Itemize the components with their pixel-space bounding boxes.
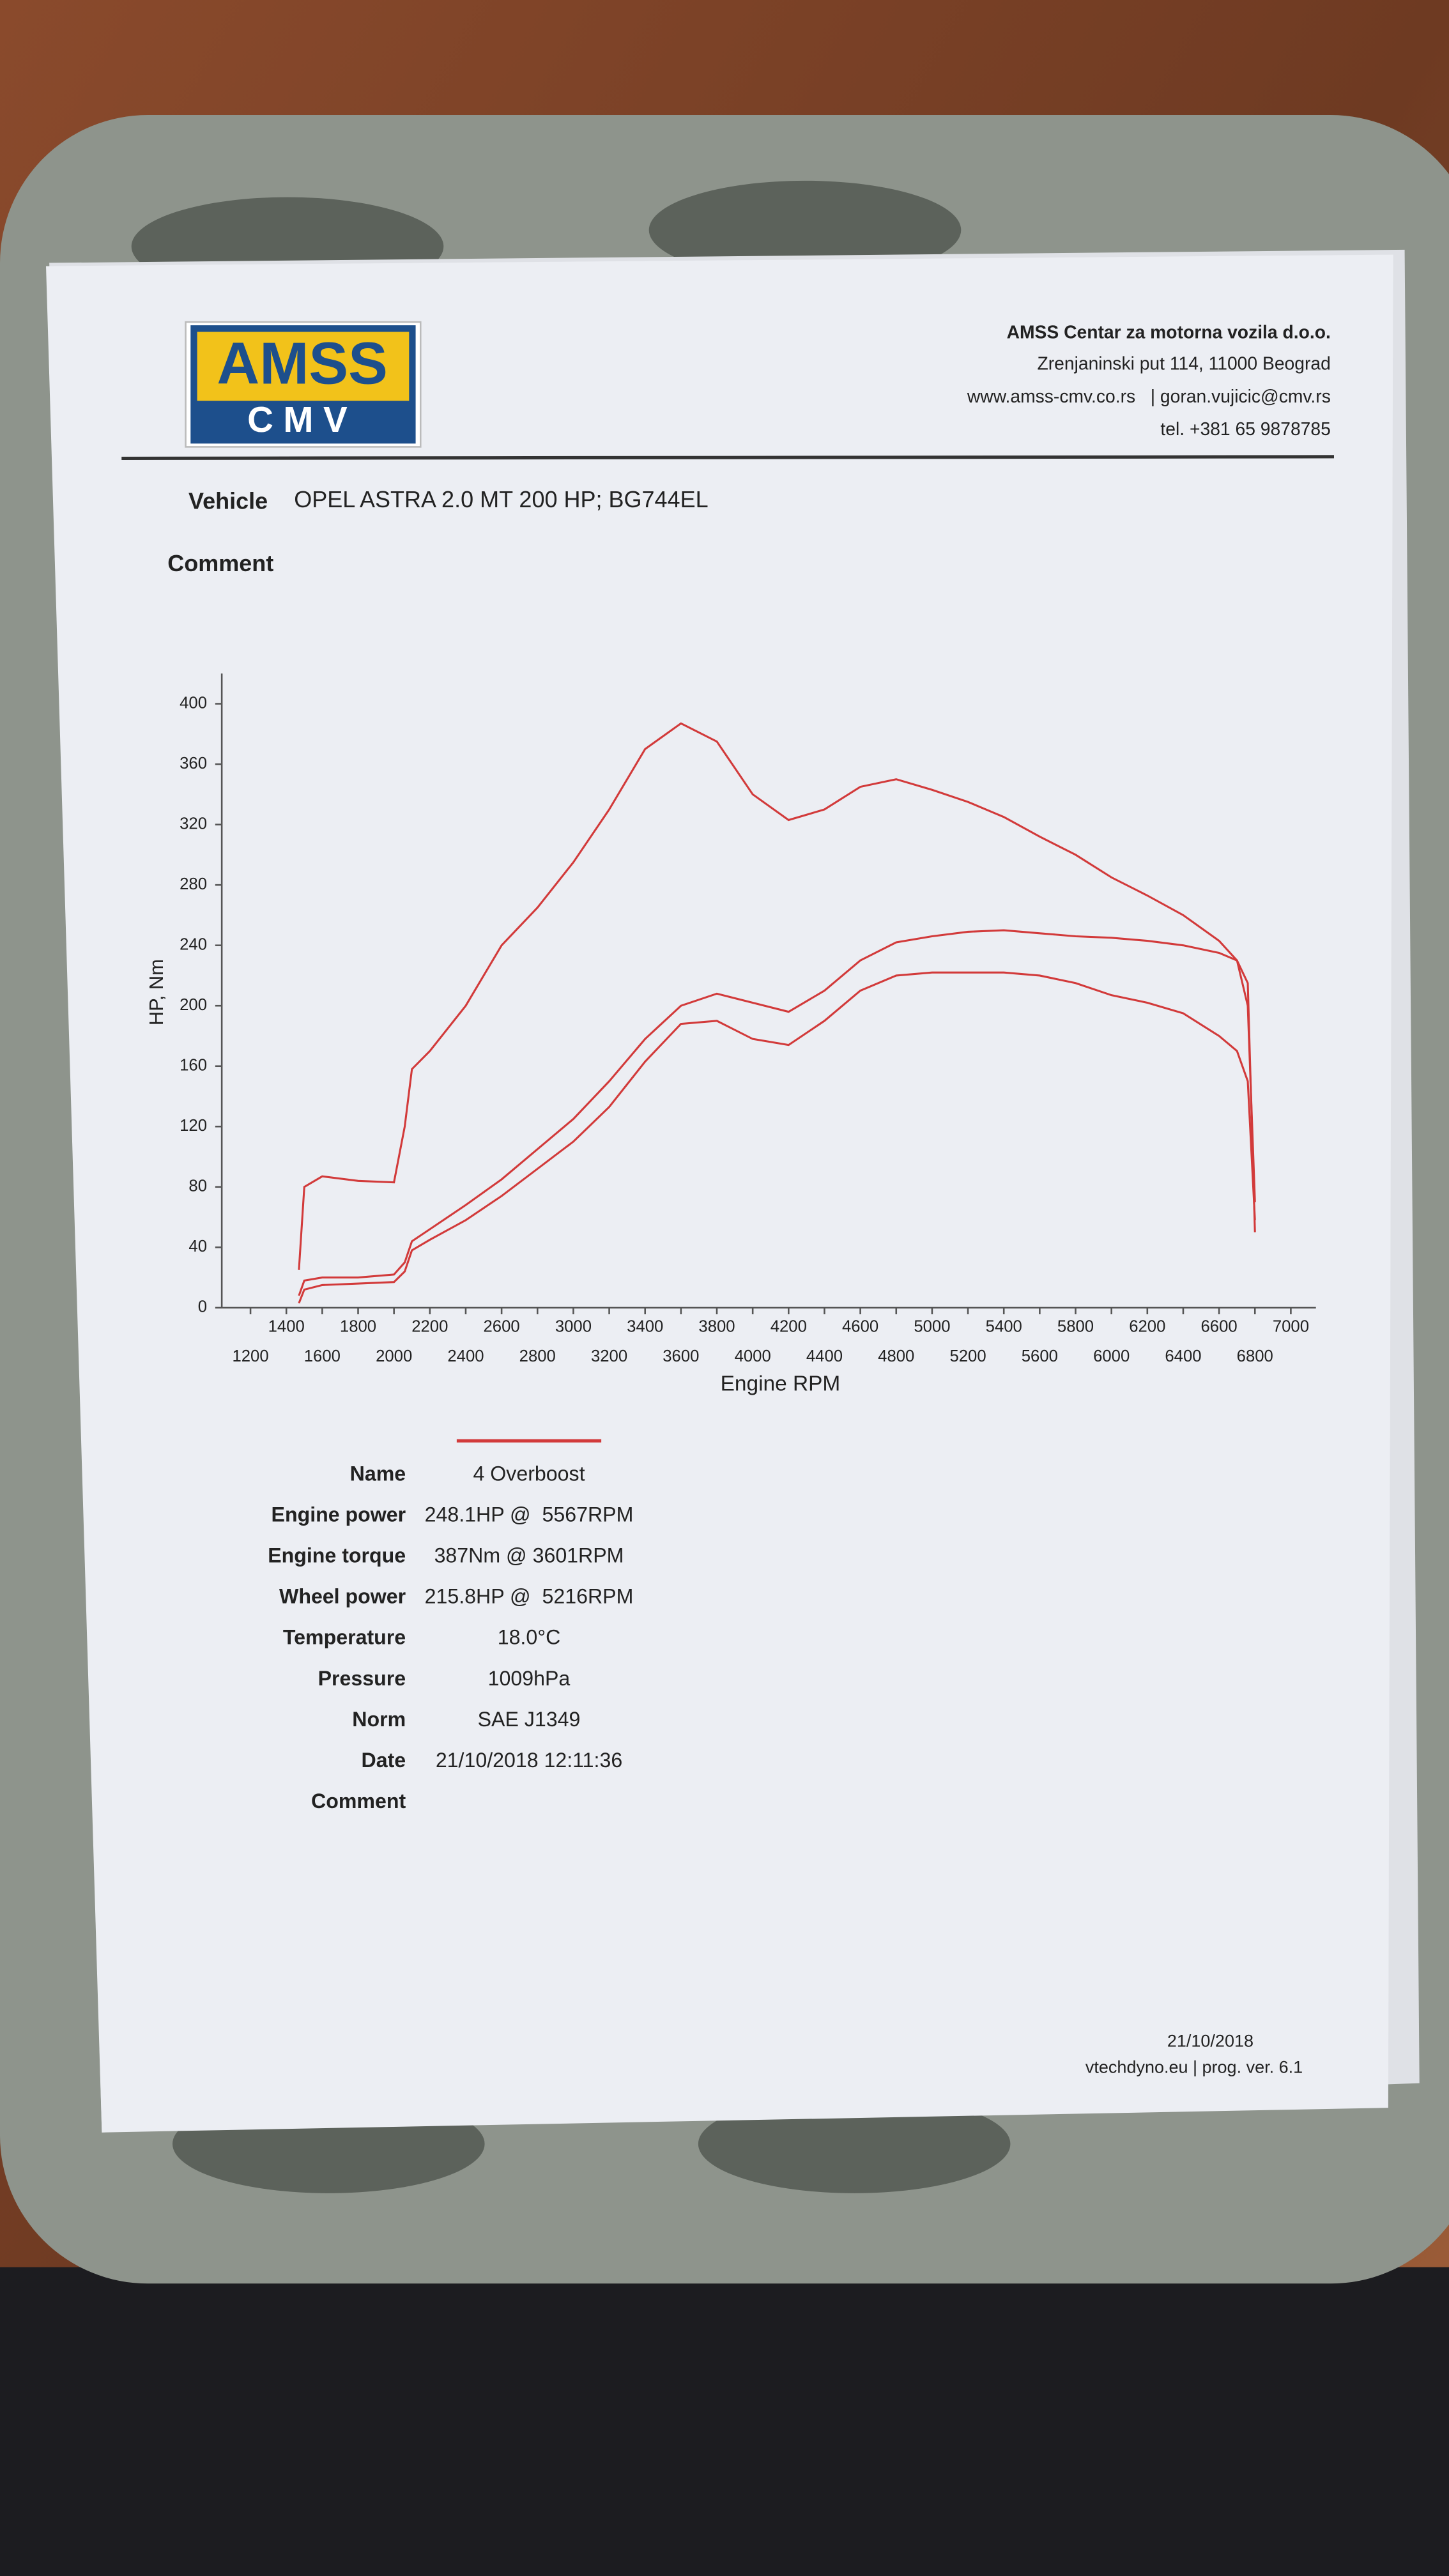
logo: AMSS CMV [185, 321, 422, 448]
y-tick-label: 120 [180, 1117, 207, 1135]
detail-label: Engine torque [268, 1544, 406, 1567]
detail-label: Wheel power [279, 1585, 406, 1608]
x-tick-label: 7000 [1273, 1318, 1309, 1336]
detail-label: Engine power [272, 1503, 406, 1526]
x-tick-label: 5600 [1022, 1347, 1058, 1365]
x-tick-label: 6200 [1129, 1318, 1165, 1336]
y-tick-label: 160 [180, 1057, 207, 1075]
detail-value: 21/10/2018 12:11:36 [436, 1749, 622, 1772]
paper [46, 254, 1393, 2133]
x-tick-label: 6800 [1237, 1347, 1273, 1365]
logo-text: CMV [247, 399, 357, 440]
comment-label: Comment [167, 550, 273, 576]
footer-credit: vtechdyno.eu | prog. ver. 6.1 [1085, 2058, 1303, 2077]
x-tick-label: 1600 [304, 1347, 341, 1365]
x-tick-label: 4000 [735, 1347, 771, 1365]
x-tick-label: 3600 [663, 1347, 699, 1365]
curve [298, 722, 1256, 1270]
vehicle-value: OPEL ASTRA 2.0 MT 200 HP; BG744EL [294, 486, 708, 512]
x-tick-label: 5000 [914, 1318, 950, 1336]
x-tick-label: 4400 [806, 1347, 843, 1365]
x-tick-label: 2600 [484, 1318, 520, 1336]
y-tick-label: 240 [180, 935, 207, 953]
y-axis-title: HP, Nm [145, 959, 167, 1025]
x-tick-label: 4800 [878, 1347, 914, 1365]
x-tick-label: 4600 [842, 1318, 878, 1336]
detail-value: 4 Overboost [473, 1462, 585, 1485]
y-tick-label: 200 [180, 996, 207, 1014]
x-tick-label: 2000 [376, 1347, 412, 1365]
x-tick-label: 3400 [627, 1318, 663, 1336]
x-tick-label: 6000 [1093, 1347, 1130, 1365]
detail-value: 1009hPa [488, 1667, 571, 1690]
detail-label: Norm [352, 1708, 406, 1731]
y-tick-label: 320 [180, 815, 207, 832]
address: Zrenjaninski put 114, 11000 Beograd [1037, 353, 1330, 373]
x-tick-label: 1400 [268, 1318, 305, 1336]
logo-band [197, 332, 410, 401]
y-tick-label: 360 [180, 755, 207, 772]
header-rule [121, 455, 1335, 460]
company: AMSS Centar za motorna vozila d.o.o. [1007, 321, 1331, 342]
tray-cup [648, 180, 962, 280]
footer-date: 21/10/2018 [1167, 2031, 1254, 2050]
x-tick-label: 5800 [1057, 1318, 1094, 1336]
detail-value: 18.0°C [498, 1626, 561, 1649]
x-tick-label: 2200 [411, 1318, 448, 1336]
phone: tel. +381 65 9878785 [1160, 418, 1330, 439]
detail-value: SAE J1349 [478, 1708, 581, 1731]
vehicle-label: Vehicle [188, 487, 268, 514]
x-tick-label: 2800 [519, 1347, 556, 1365]
shadow-floor [0, 2267, 1449, 2576]
x-tick-label: 3000 [555, 1318, 592, 1336]
x-tick-label: 3800 [698, 1318, 735, 1336]
x-tick-label: 1200 [232, 1347, 268, 1365]
x-axis-title: Engine RPM [721, 1372, 841, 1396]
x-tick-label: 4200 [770, 1318, 807, 1336]
curve [298, 971, 1256, 1304]
y-tick-label: 40 [188, 1238, 207, 1255]
x-tick-label: 2400 [447, 1347, 484, 1365]
x-tick-label: 5200 [949, 1347, 986, 1365]
x-tick-label: 5400 [986, 1318, 1022, 1336]
logo-text: AMSS [217, 330, 387, 396]
y-tick-label: 80 [188, 1177, 207, 1195]
curve [298, 929, 1256, 1296]
x-tick-label: 6400 [1165, 1347, 1201, 1365]
x-tick-label: 1800 [340, 1318, 376, 1336]
detail-value: 215.8HP @ 5216RPM [425, 1585, 634, 1608]
x-tick-label: 6600 [1201, 1318, 1238, 1336]
detail-value: 387Nm @ 3601RPM [434, 1544, 624, 1567]
detail-label: Temperature [283, 1626, 406, 1649]
detail-label: Date [362, 1749, 406, 1772]
contact: www.amss-cmv.co.rs | goran.vujicic@cmv.r… [967, 386, 1331, 406]
x-tick-label: 3200 [591, 1347, 627, 1365]
y-tick-label: 280 [180, 875, 207, 893]
detail-label: Name [350, 1462, 406, 1485]
detail-label: Comment [311, 1790, 406, 1813]
y-tick-label: 400 [180, 694, 207, 712]
detail-label: Pressure [318, 1667, 406, 1690]
detail-value: 248.1HP @ 5567RPM [425, 1503, 634, 1526]
y-tick-label: 0 [198, 1298, 207, 1316]
